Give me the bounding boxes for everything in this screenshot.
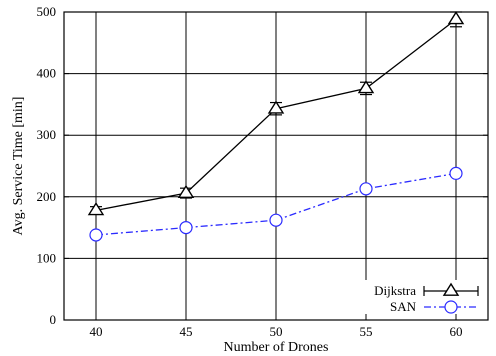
x-axis-ticks: 40 45 50 55 60 bbox=[90, 324, 463, 339]
data-point-marker bbox=[444, 300, 458, 314]
grid-lines bbox=[64, 12, 488, 320]
y-axis-ticks: 0 100 200 300 400 500 bbox=[37, 4, 488, 327]
y-tick-label: 500 bbox=[37, 4, 57, 19]
legend-entry-san: SAN bbox=[390, 299, 478, 314]
data-point-marker bbox=[442, 282, 460, 296]
data-point-marker bbox=[269, 213, 283, 227]
series-san bbox=[89, 166, 463, 242]
series-dijkstra bbox=[87, 11, 465, 216]
plot-frame bbox=[63, 11, 489, 321]
x-tick-label: 55 bbox=[360, 324, 373, 339]
x-axis-label: Number of Drones bbox=[224, 340, 329, 355]
data-point-marker bbox=[449, 166, 463, 180]
y-axis-label: Avg. Service Time [min] bbox=[11, 97, 26, 236]
x-tick-label: 40 bbox=[90, 324, 103, 339]
data-point-marker bbox=[359, 182, 373, 196]
x-tick-label: 45 bbox=[180, 324, 193, 339]
y-tick-label: 400 bbox=[37, 66, 57, 81]
x-tick-label: 60 bbox=[450, 324, 463, 339]
data-point-marker bbox=[177, 184, 195, 199]
data-point-marker bbox=[267, 100, 285, 114]
y-tick-label: 100 bbox=[37, 250, 57, 265]
y-tick-label: 0 bbox=[50, 312, 57, 327]
series-layer bbox=[87, 11, 465, 242]
legend-background bbox=[352, 280, 484, 314]
data-point-marker bbox=[89, 228, 103, 242]
data-point-marker bbox=[87, 202, 105, 216]
data-point-marker bbox=[179, 221, 193, 235]
y-tick-label: 200 bbox=[37, 189, 57, 204]
legend-label: SAN bbox=[390, 299, 417, 314]
y-tick-label: 300 bbox=[37, 127, 57, 142]
data-point-marker bbox=[447, 11, 465, 25]
x-tick-label: 50 bbox=[270, 324, 283, 339]
legend-label: Dijkstra bbox=[374, 283, 416, 298]
data-point-marker bbox=[357, 80, 375, 94]
legend-entry-dijkstra: Dijkstra bbox=[374, 282, 479, 298]
